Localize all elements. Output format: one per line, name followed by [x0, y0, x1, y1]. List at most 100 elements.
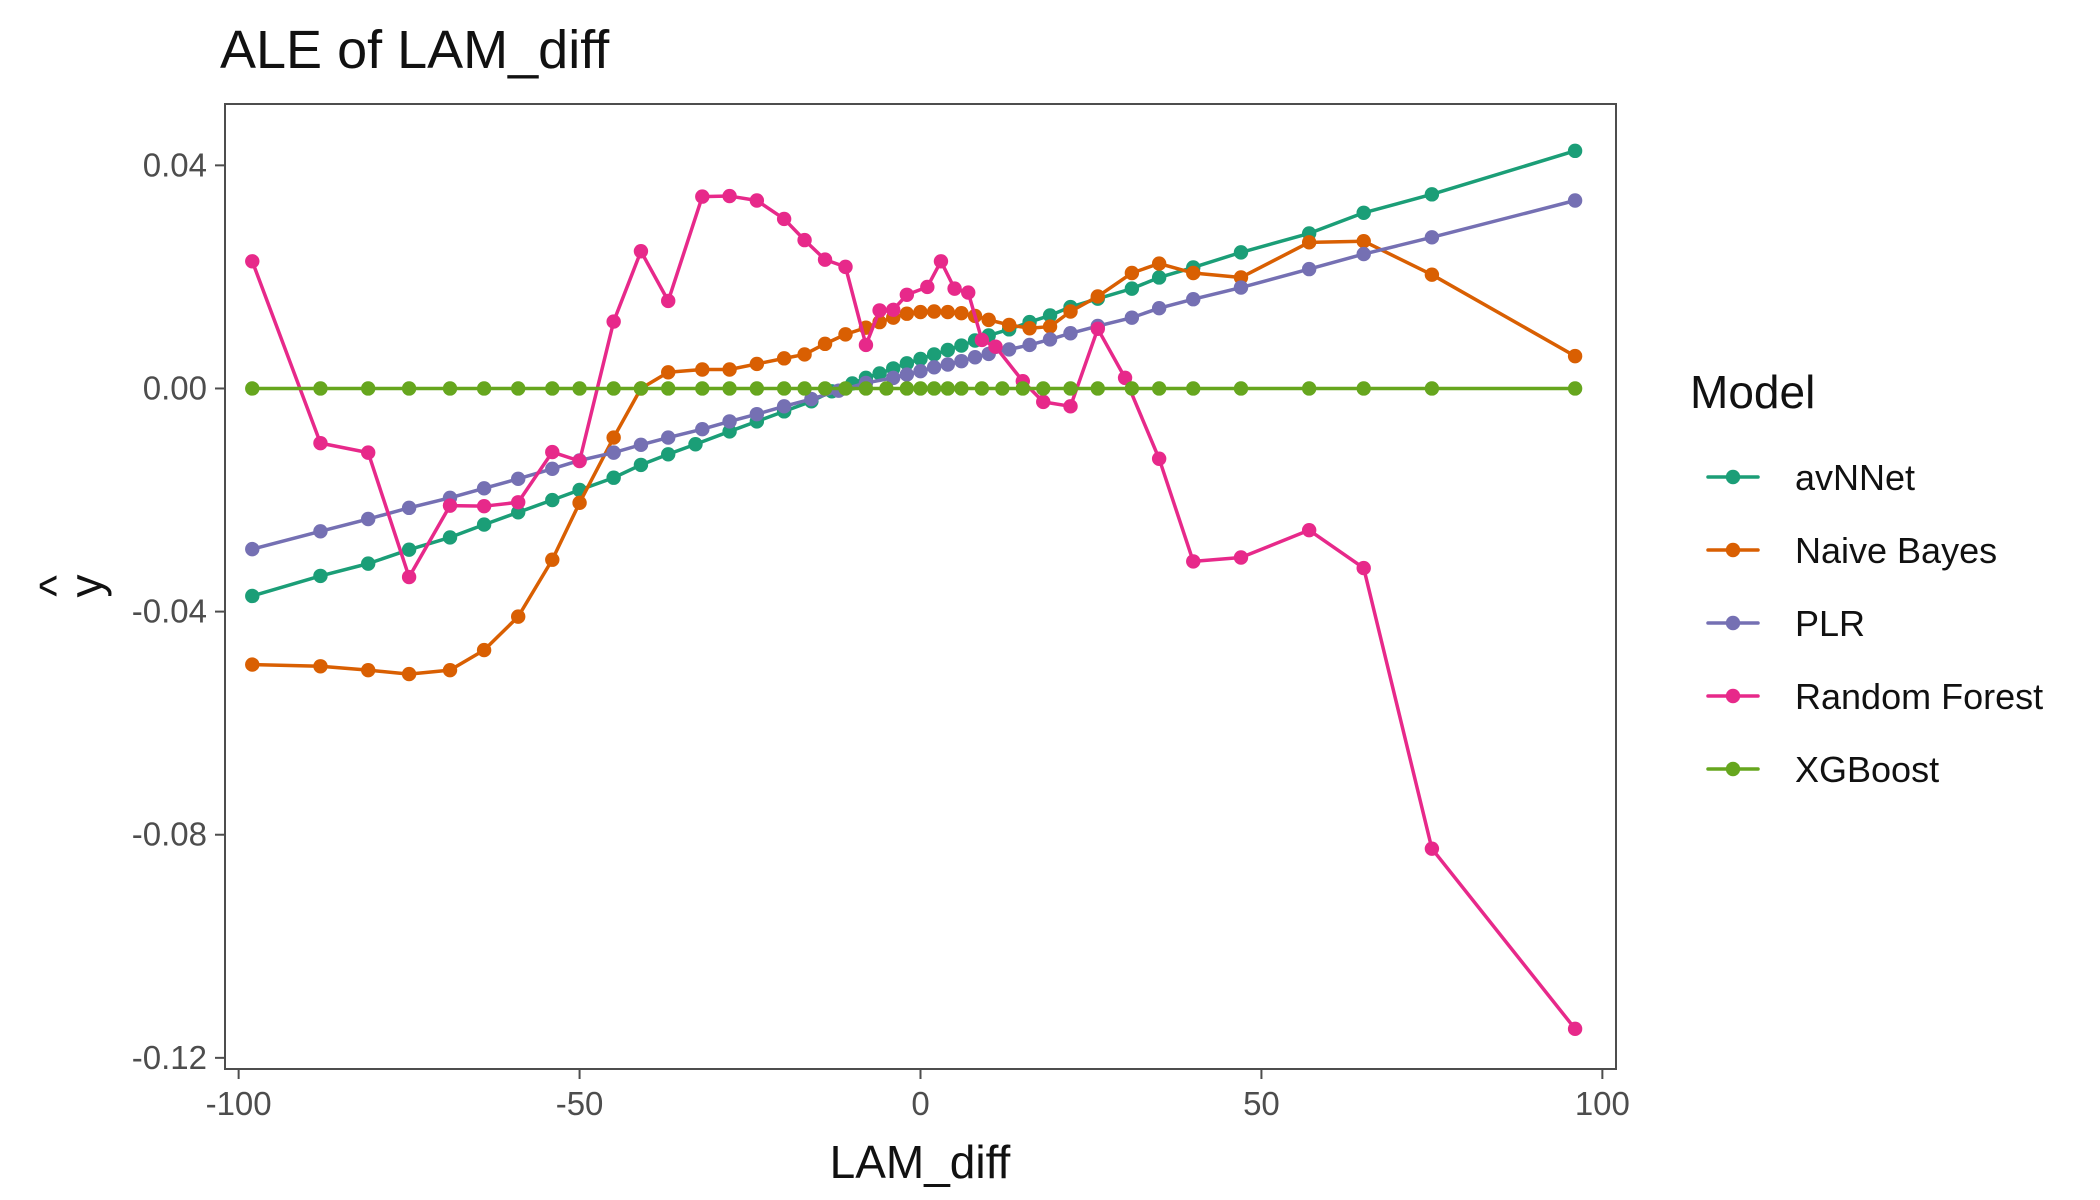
data-point — [633, 457, 649, 473]
data-point — [1001, 342, 1017, 357]
data-point — [797, 232, 812, 248]
data-point — [872, 303, 887, 318]
data-point — [545, 552, 560, 567]
data-point — [1042, 308, 1058, 323]
data-point — [688, 437, 703, 452]
data-point — [1151, 381, 1167, 396]
y-tick-label: 0.00 — [143, 369, 207, 406]
data-point — [1301, 522, 1317, 538]
x-tick-label: 0 — [911, 1085, 929, 1122]
legend-item: Random Forest — [1706, 676, 2043, 717]
data-point — [360, 556, 376, 571]
x-tick-label: 50 — [1243, 1085, 1280, 1122]
data-point — [1301, 381, 1317, 396]
data-point — [886, 302, 901, 318]
data-point — [245, 541, 260, 557]
data-point — [545, 444, 560, 460]
data-point — [940, 381, 955, 396]
data-point — [899, 356, 915, 371]
data-point — [967, 350, 983, 365]
plot-panel — [224, 103, 1617, 1070]
data-point — [1090, 289, 1105, 304]
data-point — [954, 305, 969, 321]
axes-layer: -100 -50 0 50 100 -0.12 -0.08 -0.04 0.00 0.04 — [132, 146, 1630, 1122]
data-point — [974, 381, 990, 396]
data-point — [511, 505, 526, 520]
data-point — [1063, 381, 1078, 396]
data-point — [572, 381, 587, 396]
data-point — [313, 381, 328, 396]
data-point — [722, 188, 737, 204]
data-point — [749, 381, 765, 396]
data-point — [245, 657, 260, 672]
data-point — [476, 517, 492, 532]
y-tick-label: 0.04 — [143, 146, 207, 183]
data-point — [1022, 321, 1037, 336]
chart-title: ALE of LAM_diff — [220, 20, 610, 80]
data-point — [776, 351, 792, 366]
data-point — [695, 362, 710, 377]
data-point — [838, 259, 853, 275]
data-point — [1356, 205, 1371, 220]
data-point — [817, 381, 833, 396]
data-point — [360, 662, 376, 678]
data-point — [1424, 230, 1440, 245]
data-point — [817, 252, 833, 267]
data-point — [1424, 187, 1440, 202]
data-point — [1124, 381, 1140, 396]
legend-marker — [1725, 542, 1741, 558]
data-point — [1036, 381, 1051, 396]
data-point — [695, 189, 710, 204]
y-axis-title-group: ^y — [30, 575, 112, 598]
data-point — [606, 314, 621, 329]
data-point — [360, 381, 376, 396]
data-point — [1186, 381, 1201, 396]
data-point — [899, 367, 915, 382]
data-point — [940, 342, 955, 358]
data-point — [1233, 245, 1249, 260]
data-point — [722, 414, 737, 429]
data-point — [722, 424, 737, 439]
legend-title: Model — [1690, 366, 1815, 418]
data-point — [1186, 292, 1201, 307]
data-point — [1063, 304, 1078, 319]
data-point — [920, 279, 935, 295]
legend-label: XGBoost — [1795, 749, 1939, 790]
data-point — [954, 353, 969, 369]
data-point — [872, 366, 887, 381]
data-point — [1090, 321, 1105, 336]
data-point — [940, 357, 955, 372]
data-point — [913, 351, 928, 367]
data-point — [1233, 381, 1249, 396]
data-point — [661, 381, 676, 396]
legend-label: PLR — [1795, 603, 1865, 644]
data-point — [695, 422, 710, 437]
data-point — [1567, 381, 1583, 396]
data-point — [245, 588, 260, 604]
data-point — [1356, 560, 1371, 576]
data-point — [313, 524, 328, 539]
data-point — [661, 430, 676, 445]
y-tick-label: -0.08 — [132, 816, 207, 853]
legend: Model avNNet Naive Bayes PLR Random Forest X… — [1690, 366, 2043, 790]
data-point — [476, 642, 492, 658]
data-point — [661, 293, 676, 309]
data-point — [606, 470, 621, 485]
data-point — [776, 399, 792, 414]
data-point — [899, 381, 915, 396]
data-point — [633, 244, 649, 259]
data-point — [1567, 1021, 1583, 1037]
data-point — [804, 391, 819, 407]
data-point — [545, 461, 560, 476]
data-point — [1233, 280, 1249, 295]
data-point — [1151, 270, 1167, 285]
legend-item: Naive Bayes — [1706, 530, 1997, 571]
data-point — [245, 381, 260, 396]
data-point — [1090, 381, 1105, 396]
data-point — [545, 492, 560, 508]
data-point — [360, 511, 376, 527]
data-point — [1424, 267, 1440, 282]
data-point — [858, 381, 874, 396]
data-point — [926, 347, 942, 362]
